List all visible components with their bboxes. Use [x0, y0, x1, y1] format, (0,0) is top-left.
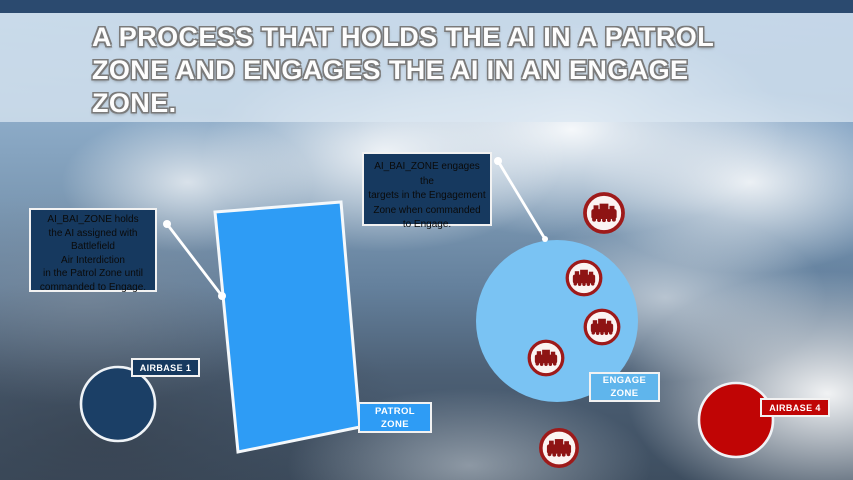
callout-line: Zone when commanded: [373, 204, 481, 216]
tank-target-icon: [527, 339, 565, 377]
tank-target-icon: [583, 192, 625, 234]
airbase4-shape: [697, 381, 775, 459]
callout-line: Air Interdiction: [61, 254, 125, 266]
callout-line: in the Patrol Zone until: [42, 268, 144, 279]
engage-zone-label: ENGAGE ZONE: [589, 372, 660, 402]
slide-title: A PROCESS THAT HOLDS THE AI IN A PATROL …: [92, 21, 752, 120]
leader-line-endpoint-dot: [163, 220, 171, 228]
airbase1-shape: [79, 365, 157, 443]
engage-callout-connector: [494, 157, 548, 242]
patrol-callout-connector: [163, 220, 226, 300]
callout-line: AI_BAI_ZONE holds: [47, 214, 139, 225]
patrol-zone-shape: [213, 200, 362, 454]
title-line: ZONE.: [92, 88, 177, 118]
airbase4-label: AIRBASE 4: [760, 398, 830, 417]
callout-line: commanded to Engage.: [39, 281, 147, 293]
top-accent-bar: [0, 0, 853, 13]
tank-target-icon: [583, 308, 621, 346]
engage-callout-box: AI_BAI_ZONE engages the targets in the E…: [362, 152, 492, 230]
airbase1-label: AIRBASE 1: [131, 358, 200, 377]
leader-line-endpoint-dot: [542, 236, 548, 242]
tank-target-icon: [539, 428, 579, 468]
callout-line: the AI assigned with: [48, 227, 138, 239]
callout-line: Battlefield: [71, 241, 115, 252]
patrol-zone-label-text: PATROL ZONE: [374, 405, 416, 430]
leader-line-endpoint-dot: [494, 157, 502, 165]
leader-line-endpoint-dot: [218, 292, 226, 300]
title-line: ZONE AND ENGAGES THE AI IN AN ENGAGE: [92, 55, 689, 85]
airbase4-label-text: AIRBASE 4: [769, 402, 821, 413]
airbase1-label-text: AIRBASE 1: [139, 362, 192, 373]
tank-target-icon: [565, 259, 603, 297]
patrol-zone-label: PATROL ZONE: [358, 402, 432, 433]
title-band: A PROCESS THAT HOLDS THE AI IN A PATROL …: [0, 13, 853, 122]
engage-zone-label-text: ENGAGE ZONE: [602, 375, 647, 399]
callout-line: to Engage.: [402, 219, 452, 230]
callout-line: targets in the Engagement: [368, 190, 486, 201]
title-line: A PROCESS THAT HOLDS THE AI IN A PATROL: [92, 22, 715, 52]
patrol-callout-box: AI_BAI_ZONE holds the AI assigned with B…: [29, 208, 157, 293]
callout-line: AI_BAI_ZONE engages the: [374, 161, 480, 187]
